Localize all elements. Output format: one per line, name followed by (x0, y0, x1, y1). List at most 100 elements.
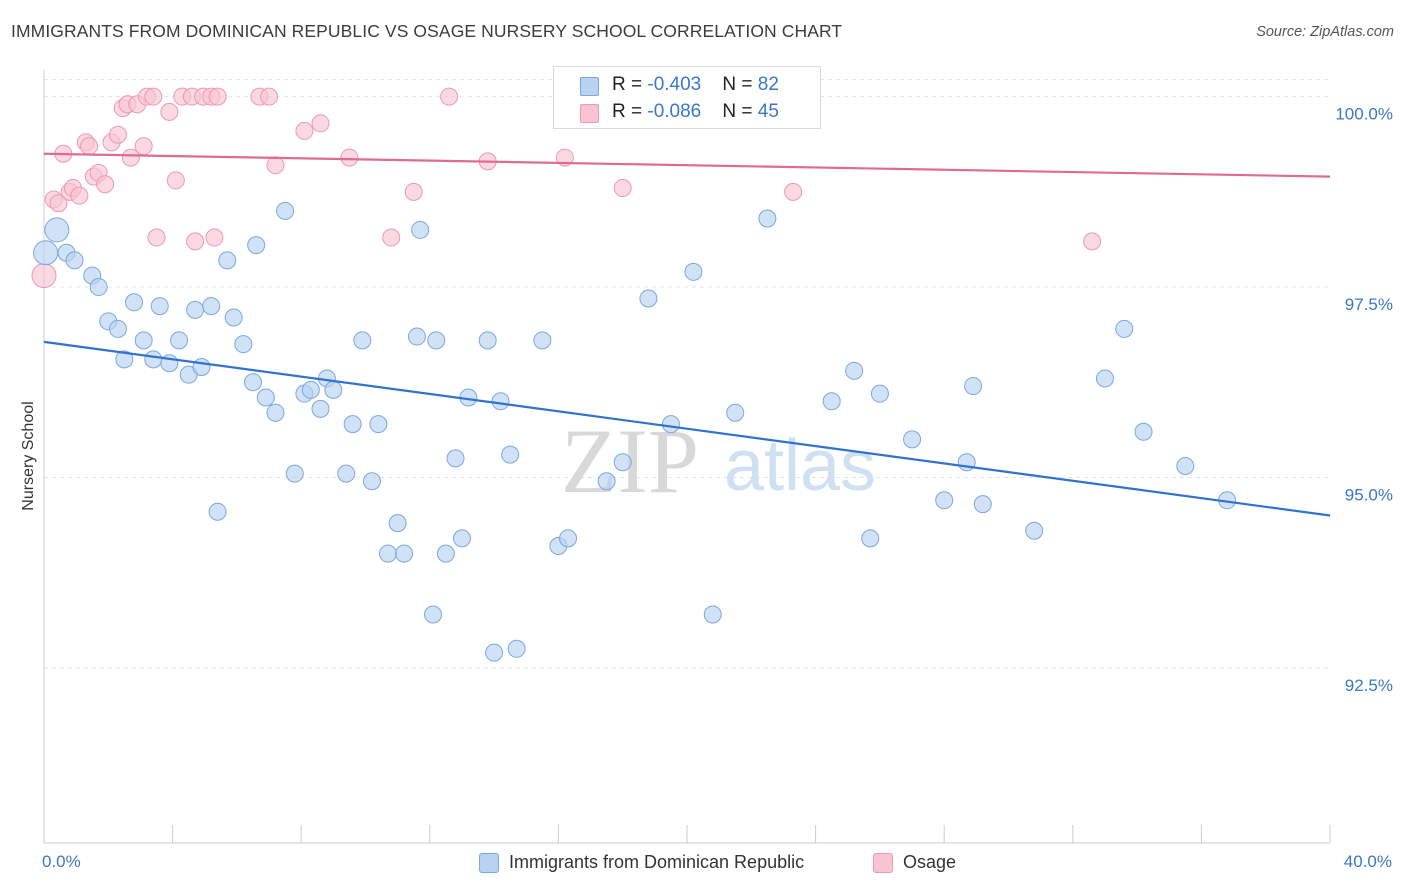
legend-swatch-pink (580, 104, 599, 123)
dominican-point (501, 445, 520, 464)
dominican-point (407, 327, 426, 346)
dominican-point (311, 399, 330, 418)
dominican-point (639, 289, 658, 308)
osage-point (260, 87, 279, 106)
dominican-point (703, 605, 722, 624)
x-tick-label-max: 40.0% (1343, 852, 1392, 871)
dominican-point (845, 361, 864, 380)
dominican-point (613, 453, 632, 472)
dominican-trend-line (43, 340, 1331, 517)
dominican-point (343, 415, 362, 434)
dominican-point (234, 335, 253, 354)
dominican-point (247, 236, 266, 255)
dominican-point (452, 529, 471, 548)
dominican-point (243, 373, 262, 392)
dominican-point (115, 350, 134, 369)
y-tick-label: 97.5% (1345, 295, 1393, 314)
legend-row-text: R = -0.403 N = 82 (612, 74, 779, 96)
dominican-point (559, 529, 578, 548)
dominican-point (266, 403, 285, 422)
dominican-point (436, 544, 455, 563)
dominican-point (218, 251, 237, 270)
dominican-point (964, 377, 983, 396)
osage-point (80, 137, 99, 156)
dominican-point (485, 643, 504, 662)
correlation-legend: R = -0.403 N = 82 R = -0.086 N = 45 (553, 66, 821, 129)
dominican-point (353, 331, 372, 350)
chart-title: IMMIGRANTS FROM DOMINICAN REPUBLIC VS OS… (11, 21, 843, 41)
dominican-point (684, 262, 703, 281)
osage-point (160, 102, 179, 121)
dominican-point (108, 319, 127, 338)
dominican-point (1095, 369, 1114, 388)
dominican-point (379, 544, 398, 563)
dominican-point (935, 491, 954, 510)
legend-label: Osage (903, 852, 957, 872)
osage-point (108, 125, 127, 144)
dominican-point (301, 380, 320, 399)
n-label: N = (722, 101, 758, 122)
dominican-point (125, 293, 144, 312)
osage-point (555, 148, 574, 167)
osage-point (147, 228, 166, 247)
dominican-point (150, 297, 169, 316)
osage-point (404, 182, 423, 201)
dominican-point (491, 392, 510, 411)
dominican-point (903, 430, 922, 449)
y-tick-labels: 92.5% 95.0% 97.5% 100.0% (1335, 105, 1393, 695)
osage-point (784, 182, 803, 201)
dominican-point (661, 415, 680, 434)
osage-point (186, 232, 205, 251)
watermark-atlas: atlas (724, 426, 876, 506)
dominican-point (822, 392, 841, 411)
osage-point (340, 148, 359, 167)
r-label: R = (612, 74, 648, 95)
osage-point (49, 194, 68, 213)
dominican-point (533, 331, 552, 350)
osage-points (31, 87, 1102, 289)
x-tick-label-min: 0.0% (42, 852, 81, 871)
dominican-point (1134, 422, 1153, 441)
dominican-point (44, 217, 70, 243)
trend-lines (43, 152, 1331, 517)
osage-point (70, 186, 89, 205)
dominican-point (424, 605, 443, 624)
dominican-point (186, 300, 205, 319)
osage-point (144, 87, 163, 106)
dominican-points (33, 201, 1237, 662)
dominican-point (861, 529, 880, 548)
dominican-point (324, 380, 343, 399)
y-tick-label: 100.0% (1335, 105, 1393, 124)
dominican-point (427, 331, 446, 350)
r-label: R = (612, 101, 648, 122)
dominican-point (224, 308, 243, 327)
dominican-point (1176, 457, 1195, 476)
osage-point (205, 228, 224, 247)
dominican-point (411, 220, 430, 239)
n-value: 45 (757, 101, 779, 122)
dominican-point (369, 415, 388, 434)
osage-point (121, 148, 140, 167)
dominican-point (144, 350, 163, 369)
r-value: -0.403 (647, 74, 702, 95)
axes (43, 70, 1331, 844)
dominican-point (597, 472, 616, 491)
osage-point (1083, 232, 1102, 251)
dominican-point (758, 209, 777, 228)
dominican-point (1025, 521, 1044, 540)
gridlines (44, 79, 1330, 669)
n-value: 82 (757, 74, 779, 95)
osage-trend-line (43, 152, 1331, 178)
dominican-point (870, 384, 889, 403)
dominican-point (285, 464, 304, 483)
osage-point (134, 137, 153, 156)
osage-point (96, 175, 115, 194)
osage-point (382, 228, 401, 247)
osage-point (311, 114, 330, 133)
legend-swatch-blue (580, 77, 599, 96)
dominican-point (973, 495, 992, 514)
dominican-point (507, 639, 526, 658)
dominican-point (65, 251, 84, 270)
dominican-point (170, 331, 189, 350)
